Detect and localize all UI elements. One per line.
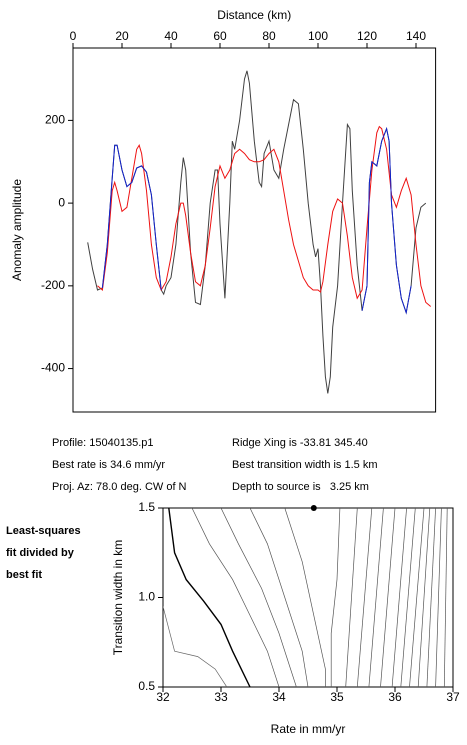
x-tick-label: 34 bbox=[272, 690, 286, 704]
plot-frame bbox=[162, 507, 454, 688]
info-text: Best rate is 34.6 mm/yr bbox=[52, 459, 165, 471]
contour-line bbox=[443, 508, 448, 687]
contour-line bbox=[368, 508, 384, 687]
x-tick-label: 140 bbox=[406, 29, 426, 43]
x-tick-label: 37 bbox=[446, 690, 460, 704]
y-tick-label: 0 bbox=[58, 195, 65, 209]
contour-line bbox=[163, 606, 228, 687]
side-note: Least-squares bbox=[6, 525, 81, 537]
data-line bbox=[101, 126, 412, 315]
info-text: Ridge Xing is -33.81 345.40 bbox=[232, 437, 368, 449]
y-tick-label: 1.0 bbox=[138, 590, 155, 604]
x-axis-label: Rate in mm/yr bbox=[271, 722, 346, 736]
y-tick-label: 1.5 bbox=[138, 500, 155, 514]
info-text: Profile: 15040135.p1 bbox=[52, 437, 154, 449]
x-tick-label: 0 bbox=[70, 29, 77, 43]
data-line bbox=[87, 70, 427, 394]
contour-line bbox=[417, 508, 431, 687]
contour-line bbox=[168, 508, 251, 687]
x-tick-label: 33 bbox=[214, 690, 228, 704]
y-tick-label: 0.5 bbox=[138, 679, 155, 693]
data-line bbox=[97, 125, 432, 307]
y-tick-label: -200 bbox=[41, 278, 65, 292]
x-tick-label: 40 bbox=[164, 29, 178, 43]
x-tick-label: 20 bbox=[115, 29, 129, 43]
y-tick-label: 200 bbox=[45, 113, 65, 127]
x-axis-label: Distance (km) bbox=[217, 8, 291, 22]
x-tick-label: 32 bbox=[156, 690, 170, 704]
contour-line bbox=[409, 508, 425, 687]
y-axis-label: Anomaly amplitude bbox=[10, 179, 24, 281]
x-tick-label: 120 bbox=[357, 29, 377, 43]
contour-line bbox=[345, 508, 358, 687]
y-tick-label: -400 bbox=[41, 361, 65, 375]
side-note: best fit bbox=[6, 569, 42, 581]
x-tick-label: 36 bbox=[388, 690, 402, 704]
info-text: Depth to source is 3.25 km bbox=[232, 481, 369, 493]
contour-line bbox=[426, 508, 436, 687]
info-text: Best transition width is 1.5 km bbox=[232, 459, 378, 471]
contour-line bbox=[284, 508, 326, 687]
contour-line bbox=[191, 508, 280, 687]
info-text: Proj. Az: 78.0 deg. CW of N bbox=[52, 481, 187, 493]
x-tick-label: 35 bbox=[330, 690, 344, 704]
contour-line bbox=[330, 508, 341, 687]
contour-line bbox=[249, 508, 309, 687]
plot-frame bbox=[72, 47, 437, 413]
side-note: fit divided by bbox=[6, 547, 75, 559]
contour-line bbox=[356, 508, 373, 687]
x-tick-label: 60 bbox=[213, 29, 227, 43]
contour-line bbox=[435, 508, 442, 687]
best-fit-point bbox=[310, 505, 317, 511]
contour-line bbox=[380, 508, 396, 687]
contour-line bbox=[391, 508, 407, 687]
contour-line bbox=[400, 508, 416, 687]
y-axis-label: Transition width in km bbox=[111, 540, 125, 656]
x-tick-label: 80 bbox=[262, 29, 276, 43]
contour-line bbox=[220, 508, 297, 687]
x-tick-label: 100 bbox=[308, 29, 328, 43]
